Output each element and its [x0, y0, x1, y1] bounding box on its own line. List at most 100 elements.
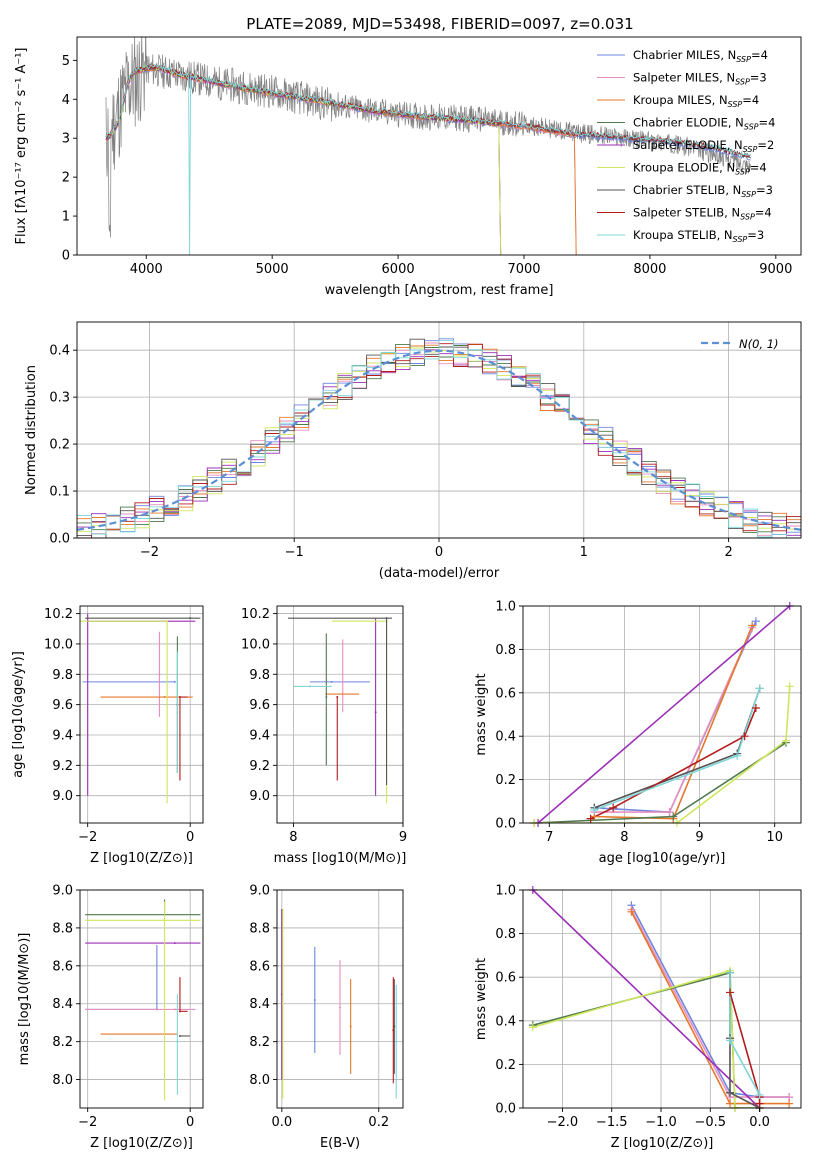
x-tick-label: 4000	[130, 262, 163, 277]
y-tick-label: 9.2	[52, 759, 73, 774]
plus-marker	[726, 1088, 735, 1097]
y-axis-label: Flux [fλ10⁻¹⁷ erg cm⁻² s⁻¹ A⁻¹]	[14, 48, 29, 245]
ticks: 8 9 9.0 9.2 9.4 9.6 9.8 10.0 10.2	[241, 607, 407, 845]
plus-marker	[609, 803, 618, 812]
y-tick-label: 8.2	[249, 1035, 270, 1050]
data-point	[173, 1008, 176, 1011]
data-point	[173, 942, 176, 945]
x-axis-label: Z [log10(Z/Z⊙)]	[611, 1136, 714, 1151]
y-tick-label: 2	[62, 171, 70, 186]
axes-frame	[79, 605, 204, 824]
x-tick-label: 1	[580, 545, 588, 560]
data-point	[395, 1040, 398, 1043]
y-tick-label: 0.6	[495, 971, 516, 986]
observed-spectrum-line	[105, 37, 751, 238]
plus-marker	[751, 617, 760, 626]
data-point	[163, 696, 166, 699]
plus-marker	[726, 1099, 735, 1108]
legend-entry: Kroupa STELIB, NSSP=3	[633, 228, 764, 244]
plus-marker	[740, 732, 749, 741]
x-tick-label: 8000	[633, 262, 666, 277]
y-tick-label: 0.0	[49, 532, 70, 547]
x-tick-label: 9	[399, 830, 407, 845]
mass-weight-line	[590, 707, 757, 820]
data-point	[281, 1002, 284, 1005]
axes-frame	[276, 889, 404, 1109]
x-axis-label: age [log10(age/yr)]	[599, 851, 726, 866]
data-point	[158, 673, 161, 676]
y-tick-label: 8.0	[52, 1073, 73, 1088]
plus-marker	[586, 814, 595, 823]
ticks: 7 8 9 10 0.0 0.2 0.4 0.6 0.8 1.0	[495, 600, 783, 846]
legend-entry: Kroupa MILES, NSSP=4	[633, 93, 759, 109]
y-tick-label: 9.6	[52, 698, 73, 713]
plus-marker	[781, 736, 790, 745]
y-axis-label: mass weight	[474, 958, 489, 1040]
data-point	[339, 1006, 341, 1009]
y-axis-label: mass [log10(M/M⊙)]	[17, 933, 32, 1066]
y-tick-label: 0.0	[495, 817, 516, 832]
x-tick-label: −1	[285, 545, 304, 560]
plot-area	[85, 899, 201, 1101]
legend-entry: Salpeter MILES, NSSP=3	[633, 71, 767, 87]
data-point	[330, 680, 333, 683]
legend-entry: Salpeter ELODIE, NSSP=2	[633, 138, 774, 154]
mass-weight-line	[534, 686, 791, 823]
y-tick-label: 0	[62, 249, 70, 264]
x-tick-label: 6000	[382, 262, 415, 277]
x-axis-label: Z [log10(Z/Z⊙)]	[90, 1136, 193, 1151]
plus-marker	[755, 1099, 764, 1108]
plus-marker	[785, 682, 794, 691]
mass-weight-line	[532, 890, 761, 1108]
plus-marker	[751, 703, 760, 712]
data-point	[178, 696, 181, 699]
x-tick-label: 7	[545, 830, 553, 845]
y-tick-label: 0.8	[495, 927, 516, 942]
plus-marker	[669, 812, 678, 821]
y-tick-label: 4	[62, 93, 70, 108]
y-axis-label: Normed distribution	[24, 365, 39, 495]
plus-marker	[755, 684, 764, 693]
y-tick-label: 9.4	[249, 728, 270, 743]
legend-entry: Salpeter STELIB, NSSP=4	[633, 206, 772, 222]
y-tick-label: 9.0	[249, 884, 270, 899]
data-point	[313, 998, 316, 1001]
data-point	[173, 680, 176, 683]
y-tick-label: 9.2	[249, 759, 270, 774]
plot-area	[80, 613, 201, 804]
mass-weight-line	[630, 909, 790, 1098]
x-axis-label: (data-model)/error	[379, 566, 500, 581]
data-point	[374, 711, 377, 714]
y-tick-label: 0.8	[495, 643, 516, 658]
data-point	[176, 1040, 179, 1043]
ticks: −2 −1 0 1 2 0.0 0.1 0.2 0.3 0.4	[49, 344, 732, 560]
x-axis-label: E(B-V)	[320, 1136, 360, 1151]
data-point	[325, 696, 328, 699]
y-tick-label: 9.0	[249, 789, 270, 804]
x-tick-label: 8	[289, 830, 297, 845]
data-point	[178, 1034, 181, 1037]
data-point	[349, 1025, 352, 1028]
y-tick-label: 0.6	[495, 686, 516, 701]
legend-entry: Kroupa ELODIE, NSSP=4	[633, 161, 767, 177]
data-point	[163, 919, 166, 922]
y-tick-label: 1	[62, 210, 70, 225]
axes-frame	[522, 889, 802, 1109]
data-point	[341, 680, 344, 683]
y-tick-label: 9.4	[52, 728, 73, 743]
mass-vs-extinction-panel: 0.0 0.2 8.0 8.2 8.4 8.6 8.8 9.0 E(B-V)	[249, 884, 404, 1151]
y-tick-label: 0.1	[49, 485, 70, 500]
gaussian-reference-curve	[77, 349, 801, 531]
axes-frame	[76, 36, 802, 256]
mass-weight-line	[537, 606, 791, 823]
weight-vs-metallicity-panel: −2.0 −1.5 −1.0 −0.5 0.0 0.0 0.2 0.4 0.6 0.8 1.0 Z […	[474, 884, 802, 1151]
plus-marker	[528, 1023, 537, 1032]
plot-area	[287, 617, 393, 804]
y-tick-label: 10.0	[241, 637, 270, 652]
weight-vs-age-panel: 7 8 9 10 0.0 0.2 0.4 0.6 0.8 1.0 age [log10(age/yr…	[474, 600, 802, 866]
ticks: 0.0 0.2 8.0 8.2 8.4 8.6 8.8 9.0	[249, 884, 389, 1131]
mass-weight-line	[630, 911, 790, 1105]
y-tick-label: 8.6	[249, 959, 270, 974]
